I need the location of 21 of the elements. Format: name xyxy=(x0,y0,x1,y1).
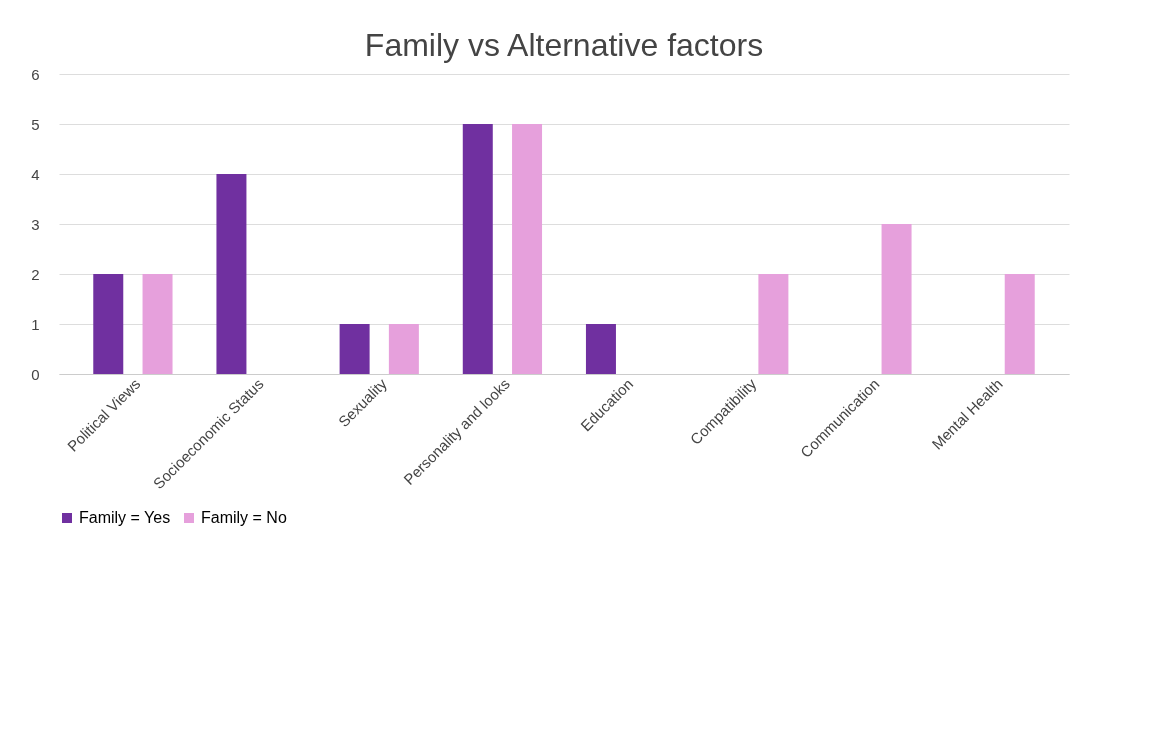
bar xyxy=(93,274,124,374)
y-tick-label: 0 xyxy=(31,365,40,383)
bar xyxy=(388,324,419,374)
bar xyxy=(1004,274,1035,374)
y-tick-label: 5 xyxy=(31,115,40,133)
bar xyxy=(462,124,493,374)
y-tick-label: 3 xyxy=(31,215,40,233)
legend-label: Family = Yes xyxy=(79,509,171,526)
bar xyxy=(585,324,616,374)
y-tick-label: 1 xyxy=(31,315,40,333)
bar xyxy=(881,224,912,374)
y-tick-label: 2 xyxy=(31,265,40,283)
bar xyxy=(216,174,247,374)
bar xyxy=(339,324,370,374)
bar xyxy=(758,274,789,374)
y-tick-label: 6 xyxy=(31,65,40,83)
bar xyxy=(142,274,173,374)
y-tick-label: 4 xyxy=(31,165,40,183)
bar xyxy=(512,124,543,374)
legend-label: Family = No xyxy=(201,509,287,526)
chart-title: Family vs Alternative factors xyxy=(364,27,764,63)
